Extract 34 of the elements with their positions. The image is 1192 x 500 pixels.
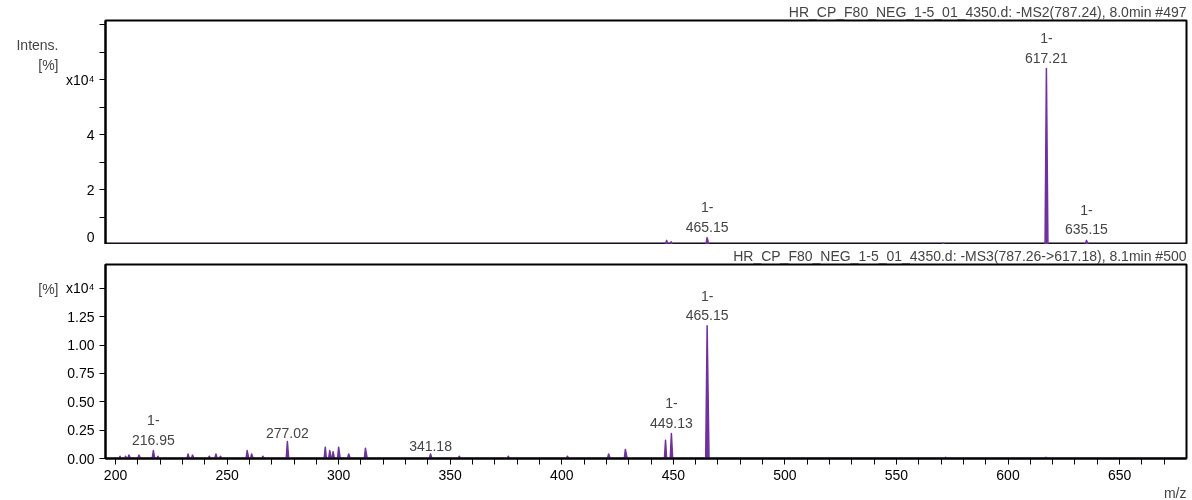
- y-tick-label: 0.00: [67, 450, 95, 467]
- y-tick-label: x10⁴: [65, 280, 95, 297]
- chart-title: HR_CP_F80_NEG_1-5_01_4350.d: -MS2(787.24), 8.0min #497: [788, 3, 1187, 20]
- y-tick-label: 2: [86, 181, 95, 198]
- x-tick-label: 350: [438, 466, 463, 483]
- x-tick-label: 250: [215, 466, 239, 483]
- x-tick-label: 550: [884, 466, 909, 483]
- y-tick-label: 0.75: [67, 365, 95, 382]
- x-tick-label: 300: [326, 466, 351, 483]
- annotation: 277.02: [265, 425, 310, 442]
- x-tick-label: 450: [661, 466, 686, 483]
- chart-title: HR_CP_F80_NEG_1-5_01_4350.d: -MS3(787.26->617.18), 8.1min #500: [733, 247, 1187, 264]
- x-tick-label: 600: [996, 466, 1020, 483]
- annotation: 1- 449.13: [649, 395, 694, 431]
- y-axis-title: Intens. [%]: [16, 36, 59, 74]
- y-axis-title: [%]: [38, 280, 59, 297]
- x-tick-label: 650: [1107, 466, 1132, 483]
- x-axis-title: m/z: [1163, 484, 1187, 500]
- annotation: 1- 635.15: [1065, 202, 1109, 238]
- x-tick-label: 200: [103, 466, 128, 483]
- y-tick-label: 4: [86, 126, 95, 143]
- x-tick-label: 400: [550, 466, 574, 483]
- y-tick-label: x10⁴: [65, 71, 95, 88]
- y-tick-label: 1.25: [67, 308, 95, 325]
- annotation: 1- 216.95: [131, 412, 175, 448]
- annotation: 1- 465.15: [685, 199, 729, 235]
- annotation: 341.18: [409, 437, 453, 454]
- y-tick-label: 0.50: [67, 393, 95, 410]
- y-tick-label: 1.00: [67, 337, 95, 354]
- y-tick-label: 0.25: [67, 422, 95, 439]
- x-tick-label: 500: [773, 466, 797, 483]
- y-tick-label: 0: [86, 228, 95, 245]
- annotation: 1- 465.15: [685, 287, 729, 323]
- annotation: 1- 617.21: [1024, 30, 1069, 66]
